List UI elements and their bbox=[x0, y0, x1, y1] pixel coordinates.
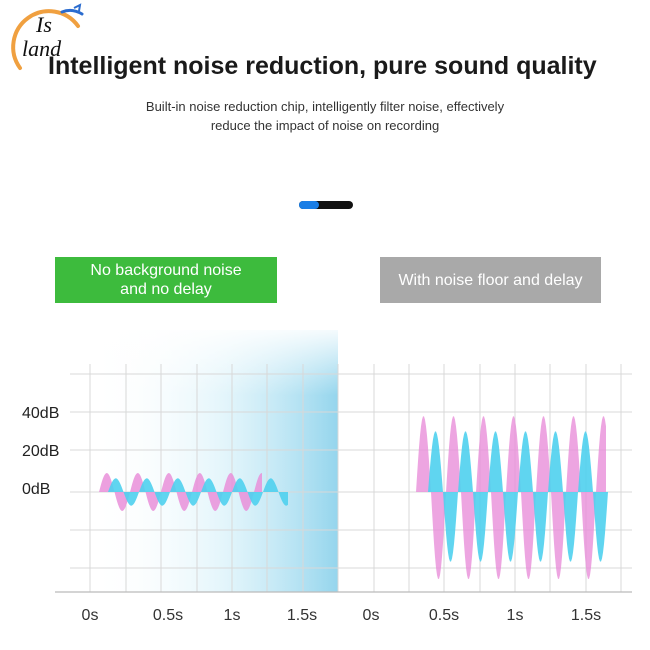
recorded-wave-right bbox=[428, 431, 608, 562]
recorded-wave-left bbox=[108, 478, 288, 506]
y-tick-label: 40dB bbox=[22, 405, 59, 422]
y-tick-label: 0dB bbox=[22, 481, 50, 498]
waveform-chart: 40dB 20dB 0dB 0s 0.5s 1s 1.5s 0s 0.5s 1s 1.5s bbox=[22, 330, 632, 624]
x-tick-label: 0.5s bbox=[429, 607, 459, 624]
brand-logo: Is land bbox=[2, 2, 94, 84]
x-tick-label: 1s bbox=[224, 607, 241, 624]
y-tick-label: 20dB bbox=[22, 443, 59, 460]
logo-text-bottom: land bbox=[22, 36, 62, 61]
no-noise-label: No background noise and no delay bbox=[55, 257, 277, 303]
subtitle-line-1: Built-in noise reduction chip, intellige… bbox=[145, 99, 505, 114]
page-title: Intelligent noise reduction, pure sound … bbox=[48, 52, 597, 80]
logo-ring-icon bbox=[11, 3, 84, 70]
logo-text-top: Is bbox=[36, 12, 52, 37]
x-tick-label: 0s bbox=[363, 607, 380, 624]
carousel-track[interactable] bbox=[299, 201, 353, 209]
x-tick-label: 0s bbox=[82, 607, 99, 624]
no-noise-label-line1: No background noise bbox=[90, 262, 242, 279]
subtitle-line-2: reduce the impact of noise on recording bbox=[210, 118, 440, 133]
x-tick-label: 1s bbox=[507, 607, 524, 624]
chart-labels: 40dB 20dB 0dB 0s 0.5s 1s 1.5s 0s 0.5s 1s 1.5s bbox=[22, 405, 601, 624]
x-tick-label: 0.5s bbox=[153, 607, 183, 624]
highlight-glow-fade bbox=[90, 330, 338, 592]
no-noise-label-line2: and no delay bbox=[120, 281, 212, 298]
x-tick-label: 1.5s bbox=[571, 607, 601, 624]
chart-waves bbox=[99, 416, 608, 579]
x-tick-label: 1.5s bbox=[287, 607, 317, 624]
carousel-active-dot[interactable] bbox=[299, 201, 319, 209]
carousel-indicator[interactable] bbox=[299, 201, 353, 209]
noise-floor-label: With noise floor and delay bbox=[380, 257, 601, 303]
original-wave-right bbox=[416, 416, 606, 579]
